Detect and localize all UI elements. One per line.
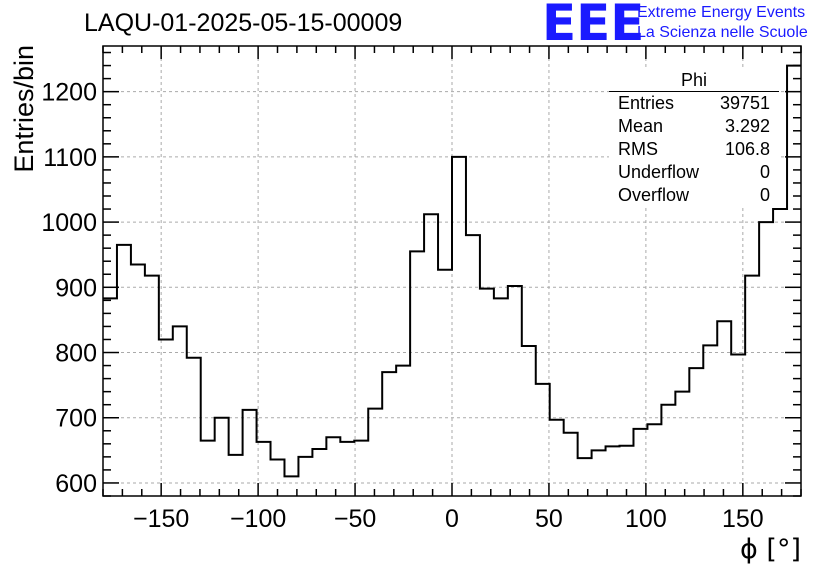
y-tick-label: 800 bbox=[55, 340, 97, 368]
y-tick-label: 600 bbox=[55, 470, 97, 498]
histogram-bin bbox=[396, 366, 410, 496]
chart-title: LAQU-01-2025-05-15-00009 bbox=[84, 9, 403, 37]
stats-histogram-name: Phi bbox=[680, 70, 707, 90]
y-tick-label: 1200 bbox=[41, 79, 97, 107]
stats-divider bbox=[609, 91, 779, 92]
stats-value: 0 bbox=[759, 162, 770, 182]
histogram-bin bbox=[131, 264, 145, 496]
histogram-bin bbox=[661, 405, 675, 496]
histogram-bin bbox=[187, 358, 201, 496]
histogram-bin bbox=[340, 442, 354, 496]
x-tick-label: −50 bbox=[334, 505, 376, 533]
stats-row-entries: Entries 39751 bbox=[609, 92, 779, 115]
histogram-bin bbox=[368, 409, 382, 496]
histogram-bin bbox=[731, 354, 745, 496]
logo-text-line1: Extreme Energy Events bbox=[637, 4, 806, 21]
histogram-bin bbox=[326, 437, 340, 496]
histogram-bin bbox=[480, 289, 494, 496]
stats-label: RMS bbox=[618, 139, 658, 159]
histogram-bin bbox=[382, 372, 396, 496]
histogram-bin bbox=[536, 384, 550, 496]
histogram-bin bbox=[675, 392, 689, 496]
histogram-bin bbox=[201, 441, 215, 496]
stats-value: 0 bbox=[759, 185, 770, 205]
histogram-bin bbox=[243, 410, 257, 496]
histogram-bin bbox=[508, 286, 522, 496]
histogram-bin bbox=[466, 235, 480, 496]
x-tick-label: 0 bbox=[445, 505, 459, 533]
y-tick-label: 1000 bbox=[41, 209, 97, 237]
histogram-bin bbox=[564, 433, 578, 496]
histogram-bin bbox=[298, 457, 312, 496]
stats-label: Mean bbox=[618, 116, 664, 136]
histogram-bin bbox=[452, 157, 466, 496]
histogram-bin bbox=[647, 424, 661, 496]
histogram-bin bbox=[354, 441, 368, 496]
stats-label: Overflow bbox=[618, 185, 690, 205]
histogram-bin bbox=[410, 251, 424, 496]
stats-row-rms: RMS 106.8 bbox=[609, 138, 779, 161]
histogram-bin bbox=[745, 276, 759, 496]
histogram-bin bbox=[550, 420, 564, 496]
histogram-bin bbox=[606, 446, 620, 496]
histogram-bin bbox=[773, 209, 787, 496]
y-tick-label: 900 bbox=[55, 274, 97, 302]
histogram-bin bbox=[424, 214, 438, 496]
x-tick-label: 100 bbox=[625, 505, 667, 533]
stats-label: Entries bbox=[618, 93, 675, 113]
histogram-bin bbox=[215, 418, 229, 496]
histogram-bin bbox=[117, 245, 131, 496]
x-axis-label: ϕ [°] bbox=[740, 534, 801, 565]
histogram-bin bbox=[592, 450, 606, 496]
histogram-bin bbox=[145, 276, 159, 496]
histogram-bin bbox=[494, 298, 508, 496]
stats-label: Underflow bbox=[618, 162, 700, 182]
axis-ticks bbox=[102, 46, 802, 497]
histogram-bin bbox=[522, 346, 536, 496]
stats-value: 3.292 bbox=[724, 116, 770, 136]
logo-text-line2: La Scienza nelle Scuole bbox=[637, 24, 808, 41]
x-tick-labels: −150 −100 −50 0 50 100 150 bbox=[133, 505, 764, 533]
x-tick-label: 150 bbox=[722, 505, 764, 533]
stats-value: 106.8 bbox=[724, 139, 770, 159]
y-tick-label: 700 bbox=[55, 405, 97, 433]
histogram-bin bbox=[173, 326, 187, 496]
x-tick-label: 50 bbox=[535, 505, 563, 533]
histogram-bin bbox=[312, 449, 326, 496]
stats-row-overflow: Overflow 0 bbox=[609, 184, 779, 207]
eee-logo: EEE bbox=[542, 0, 645, 52]
histogram-bin bbox=[438, 270, 452, 496]
histogram-bin bbox=[759, 222, 773, 496]
histogram-bin bbox=[717, 321, 731, 496]
histogram-bin bbox=[103, 298, 117, 496]
histogram-bars bbox=[103, 64, 801, 496]
stats-row-underflow: Underflow 0 bbox=[609, 161, 779, 184]
histogram-outline bbox=[103, 64, 801, 478]
stats-value: 39751 bbox=[719, 93, 770, 113]
histogram-bin bbox=[689, 368, 703, 496]
y-tick-labels: 600 700 800 900 1000 1100 1200 bbox=[41, 79, 97, 498]
x-tick-label: −100 bbox=[230, 505, 286, 533]
stats-row-mean: Mean 3.292 bbox=[609, 115, 779, 138]
histogram-bin bbox=[159, 339, 173, 496]
y-tick-label: 1100 bbox=[43, 144, 97, 172]
histogram-bin bbox=[229, 455, 243, 496]
y-axis-label: Entries/bin bbox=[9, 45, 39, 173]
x-tick-label: −150 bbox=[133, 505, 189, 533]
histogram-bin bbox=[703, 345, 717, 496]
histogram-bin bbox=[578, 458, 592, 496]
histogram-bin bbox=[620, 446, 634, 496]
stats-box: Phi Entries 39751 Mean 3.292 RMS 106.8 U… bbox=[609, 70, 779, 207]
